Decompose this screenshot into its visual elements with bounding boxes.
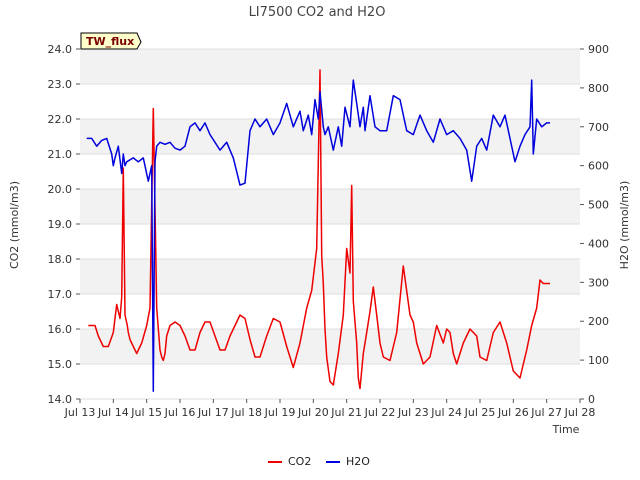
x-tick-label: Jul 28 <box>564 406 596 419</box>
y-right-tick-label: 400 <box>588 237 609 250</box>
y-axis-right-ticks: 0 100 200 300 400 500 600 700 800 900 <box>580 43 609 406</box>
y-axis-left-title: CO2 (mmol/m3) <box>8 181 21 269</box>
x-tick-label: Jul 25 <box>464 406 496 419</box>
y-left-tick-label: 14.0 <box>48 393 73 406</box>
x-tick-label: Jul 21 <box>330 406 362 419</box>
y-right-tick-label: 200 <box>588 315 609 328</box>
y-left-tick-label: 20.0 <box>48 183 73 196</box>
y-right-tick-label: 700 <box>588 121 609 134</box>
legend-label-h2o: H2O <box>346 455 370 468</box>
y-left-tick-label: 22.0 <box>48 113 73 126</box>
x-tick-label: Jul 22 <box>364 406 396 419</box>
background-bands <box>80 49 580 364</box>
y-left-tick-label: 15.0 <box>48 358 73 371</box>
x-tick-label: Jul 24 <box>430 406 462 419</box>
legend-label-co2: CO2 <box>288 455 311 468</box>
y-axis-left-ticks: 14.0 15.0 16.0 17.0 18.0 19.0 20.0 21.0 22.0 23.0… <box>48 43 80 406</box>
band-rect <box>80 259 580 294</box>
y-axis-right-title: H2O (mmol/m3) <box>618 181 631 270</box>
y-left-tick-label: 16.0 <box>48 323 73 336</box>
x-tick-label: Jul 27 <box>530 406 562 419</box>
x-tick-label: Jul 26 <box>497 406 529 419</box>
y-left-tick-label: 24.0 <box>48 43 73 56</box>
band-rect <box>80 189 580 224</box>
band-rect <box>80 329 580 364</box>
x-tick-label: Jul 20 <box>297 406 329 419</box>
y-left-tick-label: 17.0 <box>48 288 73 301</box>
x-tick-label: Jul 23 <box>397 406 429 419</box>
series-lines <box>86 69 550 392</box>
y-left-tick-label: 18.0 <box>48 253 73 266</box>
y-right-tick-label: 600 <box>588 160 609 173</box>
y-right-tick-label: 900 <box>588 43 609 56</box>
y-left-tick-label: 19.0 <box>48 218 73 231</box>
x-tick-label: Jul 14 <box>97 406 129 419</box>
y-left-tick-label: 21.0 <box>48 148 73 161</box>
x-axis-title: Time <box>552 423 580 436</box>
chart-title: LI7500 CO2 and H2O <box>249 5 386 20</box>
x-tick-label: Jul 13 <box>64 406 96 419</box>
y-right-tick-label: 500 <box>588 199 609 212</box>
x-tick-label: Jul 15 <box>130 406 162 419</box>
band-rect <box>80 49 580 84</box>
x-tick-label: Jul 17 <box>197 406 229 419</box>
y-left-tick-label: 23.0 <box>48 78 73 91</box>
x-tick-label: Jul 18 <box>230 406 262 419</box>
x-axis-ticks: Jul 13 Jul 14 Jul 15 Jul 16 Jul 17 Jul 18 Jul … <box>64 399 596 419</box>
y-right-tick-label: 100 <box>588 354 609 367</box>
grid-lines <box>80 48 580 400</box>
y-right-tick-label: 0 <box>588 393 595 406</box>
y-right-tick-label: 800 <box>588 82 609 95</box>
y-right-tick-label: 300 <box>588 276 609 289</box>
tw-flux-badge: TW_flux <box>80 32 142 50</box>
legend: CO2 H2O <box>268 455 370 468</box>
x-tick-label: Jul 19 <box>264 406 296 419</box>
badge-label: TW_flux <box>86 35 134 48</box>
series-line-co2 <box>88 69 550 390</box>
series-line-h2o <box>86 79 550 392</box>
x-tick-label: Jul 16 <box>164 406 196 419</box>
